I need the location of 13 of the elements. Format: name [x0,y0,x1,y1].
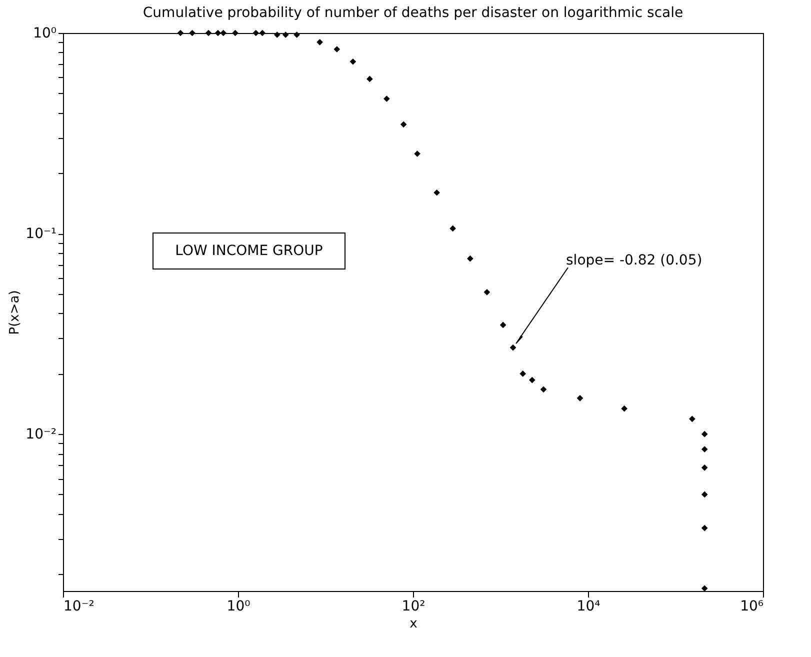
x-axis-title: x [410,616,418,632]
x-tick-label: 10² [402,598,426,614]
x-tick-label: 10⁰ [226,598,251,614]
x-tick-label: 10⁶ [740,598,764,614]
y-tick-label: 10⁻¹ [26,226,56,242]
annotation: slope= -0.82 (0.05) [566,252,702,269]
annotation: LOW INCOME GROUP [175,243,323,259]
x-tick-label: 10⁻² [64,598,94,614]
y-tick-label: 10⁰ [33,26,57,42]
x-tick-label: 10⁴ [576,598,601,614]
chart-title: Cumulative probability of number of deaths per disaster on logarithmic scale [142,5,684,21]
y-tick-label: 10⁻² [26,426,56,443]
y-axis-title: P(x>a) [8,290,23,335]
